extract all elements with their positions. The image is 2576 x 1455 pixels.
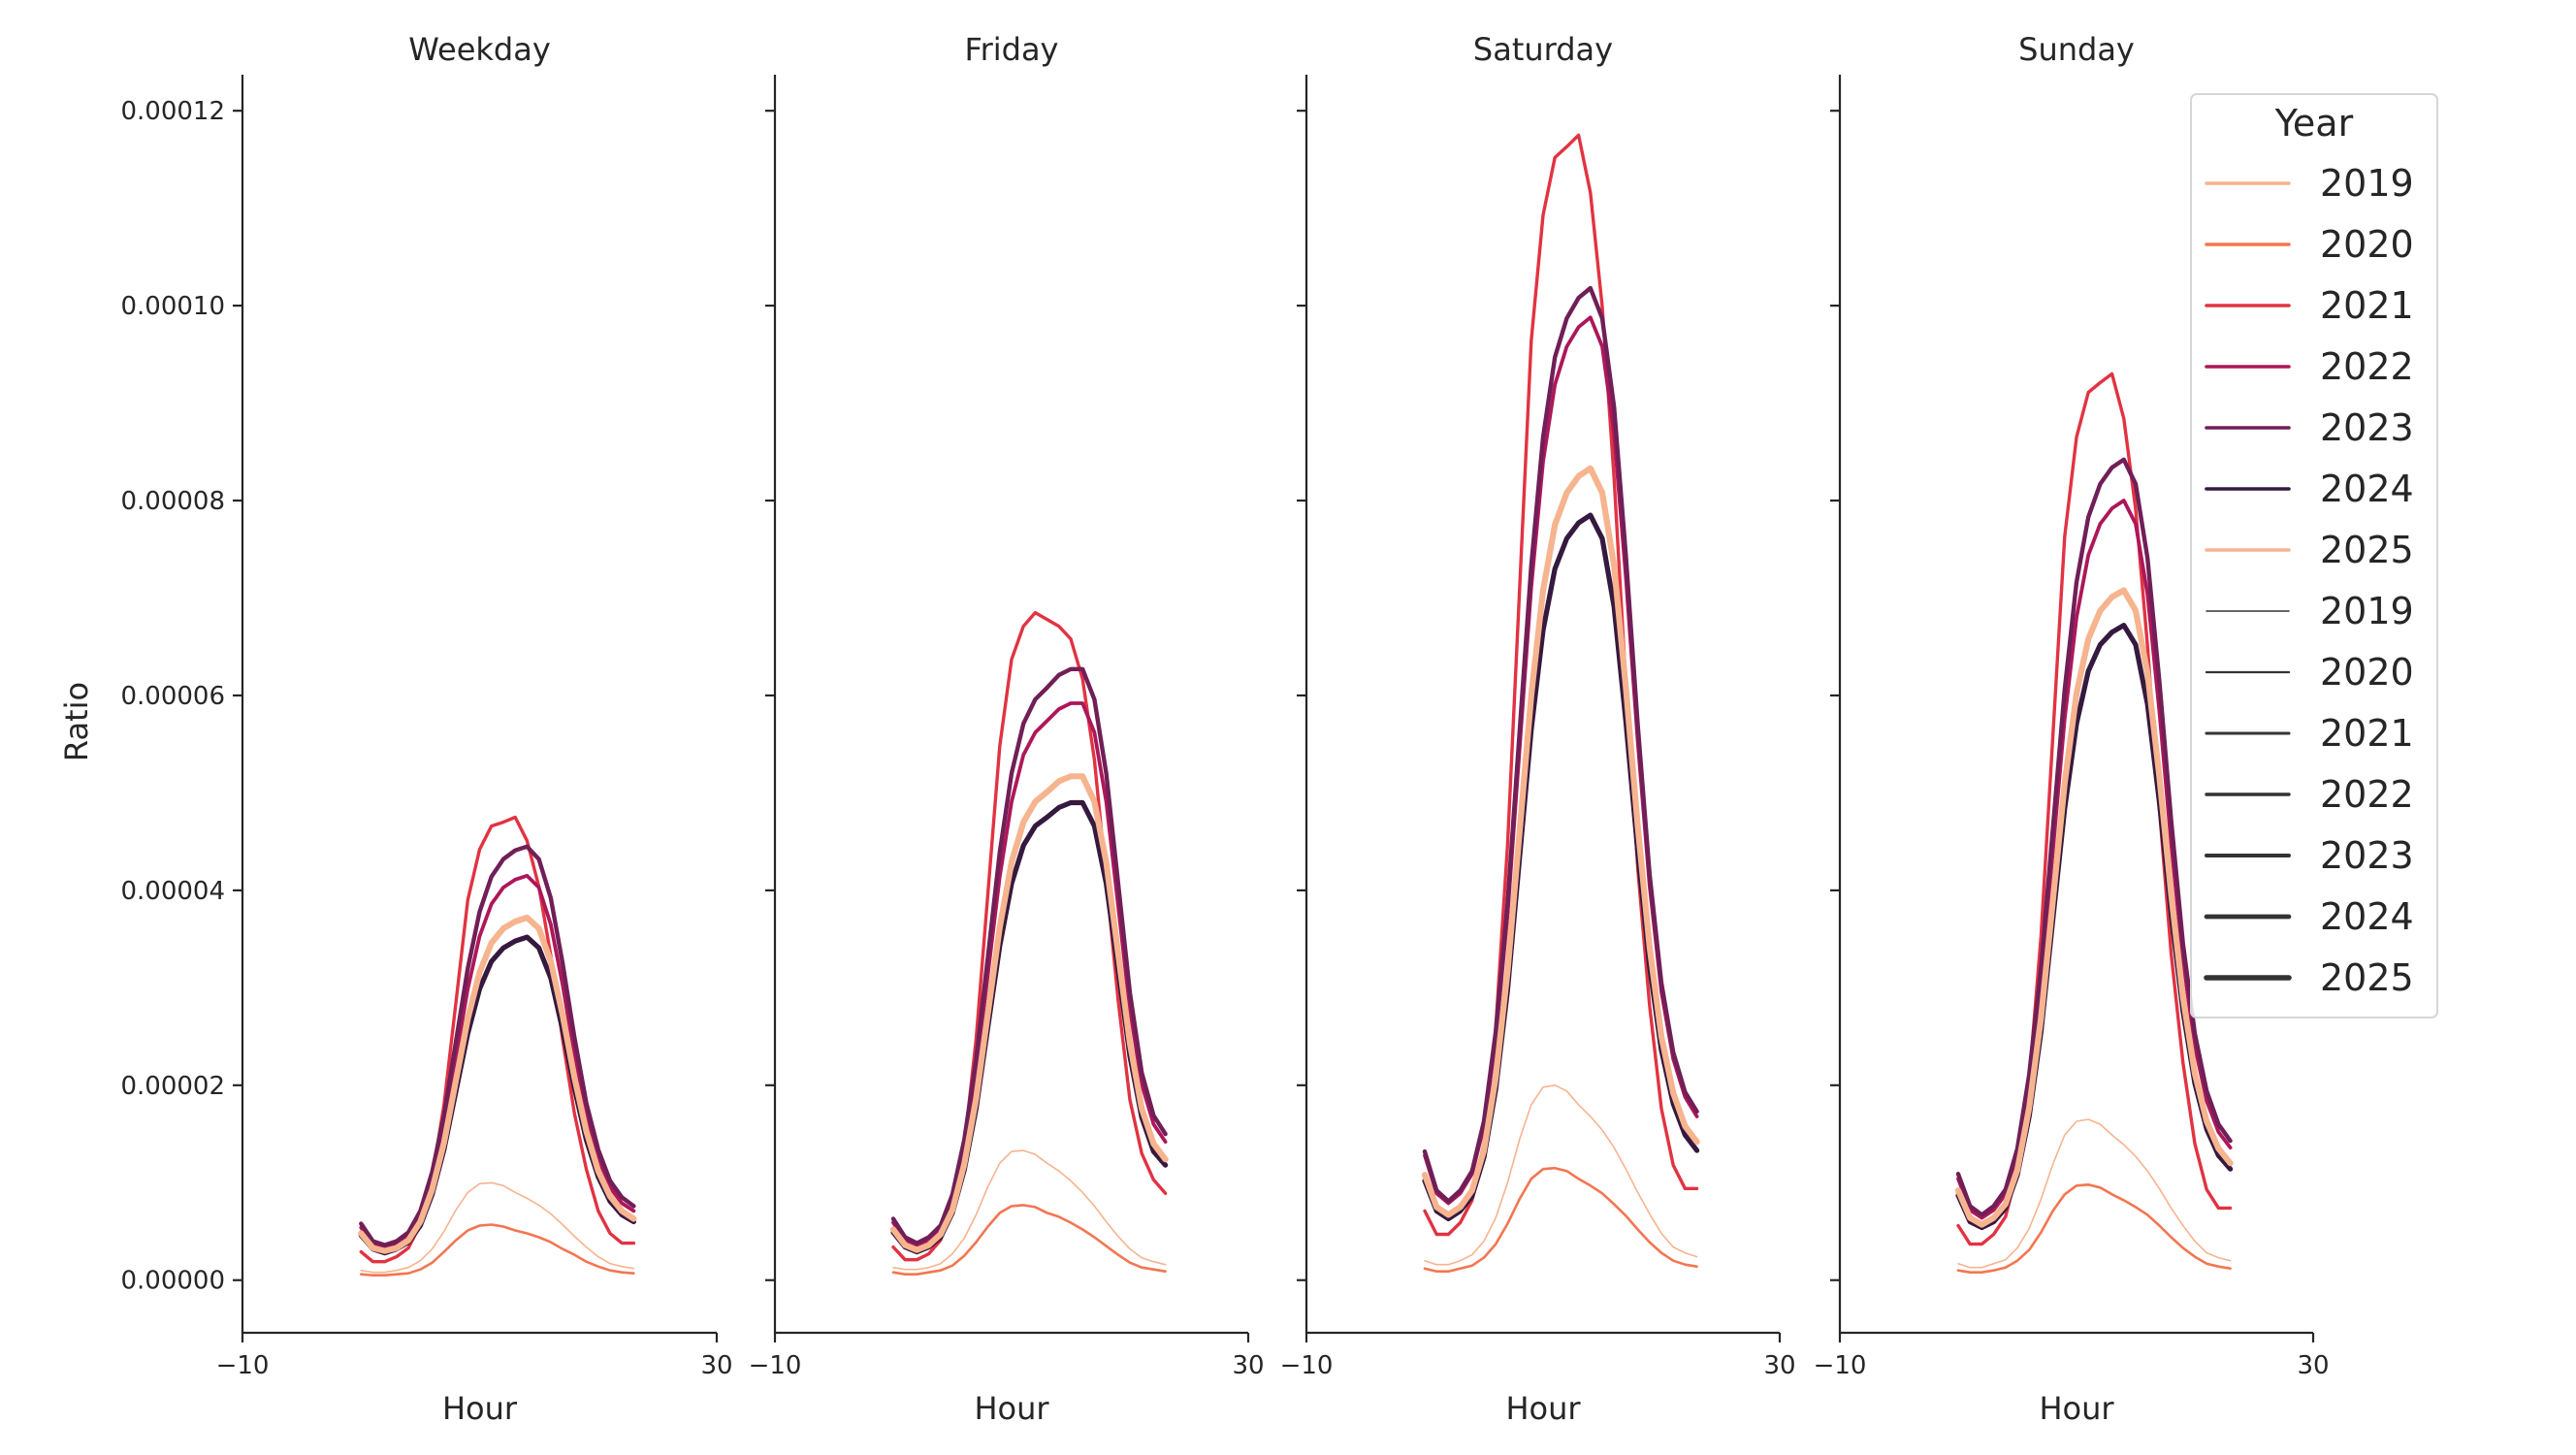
series-line-2020 xyxy=(1956,1183,2232,1274)
series-line-2025 xyxy=(358,914,637,1254)
y-tick-label: 0.00004 xyxy=(120,877,225,906)
x-tick-label: 30 xyxy=(700,1351,732,1380)
series-line-2025 xyxy=(1954,587,2234,1228)
x-axis-label: Hour xyxy=(2039,1390,2114,1427)
x-axis-label: Hour xyxy=(1505,1390,1581,1427)
legend-title: Year xyxy=(2274,102,2354,145)
y-tick-label: 0.00006 xyxy=(120,682,225,711)
x-axis-label: Hour xyxy=(974,1390,1049,1427)
x-tick-label: −10 xyxy=(1280,1351,1334,1380)
series-line-2023 xyxy=(1955,457,2233,1217)
legend-label: 2020 xyxy=(2320,223,2414,266)
panel-friday: Friday −10 30 Hour xyxy=(749,31,1265,1427)
x-tick-label: −10 xyxy=(216,1351,270,1380)
x-tick-label: 30 xyxy=(1232,1351,1264,1380)
legend-label: 2025 xyxy=(2320,956,2414,999)
legend-label: 2020 xyxy=(2320,651,2414,694)
legend-item-size-2023: 2023 xyxy=(2205,834,2414,877)
panel-saturday: Saturday −10 30 Hour xyxy=(1280,31,1796,1427)
legend-label: 2024 xyxy=(2320,895,2414,938)
y-tick-label: 0.00012 xyxy=(120,97,225,126)
series-line-2021 xyxy=(891,610,1168,1262)
series-line-2023 xyxy=(1422,285,1699,1204)
series-line-2024 xyxy=(1422,512,1700,1222)
series-line-2025 xyxy=(889,773,1169,1253)
legend-label: 2019 xyxy=(2320,590,2414,632)
legend-item-color-2023: 2023 xyxy=(2205,406,2414,449)
series-line-2020 xyxy=(891,1204,1167,1276)
series-line-2022 xyxy=(891,701,1168,1247)
legend: Year 2019 2020 2021 2022 2023 2024 2025 2019 2020… xyxy=(2190,93,2438,1018)
legend-item-color-2024: 2024 xyxy=(2205,468,2414,510)
series-line-2019 xyxy=(1957,1118,2232,1269)
panel-sunday: Sunday −10 30 Hour xyxy=(1814,31,2330,1427)
panel-weekday: Weekday 0.00000 0.00002 0.00004 0.00006 0.000… xyxy=(120,31,732,1427)
legend-box xyxy=(2190,93,2438,1018)
x-axis-label: Hour xyxy=(442,1390,518,1427)
legend-item-color-2021: 2021 xyxy=(2205,284,2414,327)
y-axis-label: Ratio xyxy=(58,682,95,761)
y-tick-label: 0.00008 xyxy=(120,487,225,516)
series-line-2020 xyxy=(1423,1166,1698,1273)
y-tick-label: 0.00010 xyxy=(120,292,225,321)
legend-item-color-2020: 2020 xyxy=(2205,223,2414,266)
legend-label: 2023 xyxy=(2320,406,2414,449)
legend-label: 2022 xyxy=(2320,773,2414,816)
legend-label: 2022 xyxy=(2320,345,2414,388)
series-line-2023 xyxy=(890,666,1168,1245)
legend-item-size-2024: 2024 xyxy=(2204,895,2414,938)
panel-title: Friday xyxy=(965,31,1059,68)
legend-item-size-2021: 2021 xyxy=(2205,712,2414,755)
legend-label: 2019 xyxy=(2320,162,2414,205)
series-line-2021 xyxy=(1423,133,1699,1237)
panel-title: Saturday xyxy=(1473,31,1613,68)
y-tick-label: 0.00000 xyxy=(120,1267,225,1296)
series-line-2021 xyxy=(1956,372,2233,1246)
legend-label: 2021 xyxy=(2320,284,2414,327)
legend-label: 2023 xyxy=(2320,834,2414,877)
series-line-2024 xyxy=(1955,623,2234,1231)
series-line-2023 xyxy=(359,844,636,1247)
legend-item-size-2019: 2019 xyxy=(2206,590,2414,632)
legend-item-size-2022: 2022 xyxy=(2205,773,2414,816)
series-line-2024 xyxy=(890,799,1169,1255)
legend-label: 2025 xyxy=(2320,529,2414,571)
series-line-2019 xyxy=(892,1149,1167,1271)
x-tick-label: −10 xyxy=(749,1351,802,1380)
series-line-2019 xyxy=(360,1181,635,1274)
x-tick-label: 30 xyxy=(1763,1351,1795,1380)
x-tick-label: 30 xyxy=(2297,1351,2329,1380)
legend-item-size-2025: 2025 xyxy=(2204,956,2414,999)
series-line-2021 xyxy=(359,815,636,1264)
legend-item-color-2019: 2019 xyxy=(2205,162,2414,205)
series-line-2025 xyxy=(1421,465,1700,1218)
panel-title: Sunday xyxy=(2018,31,2135,68)
legend-label: 2021 xyxy=(2320,712,2414,755)
series-line-2020 xyxy=(360,1223,635,1277)
legend-label: 2024 xyxy=(2320,468,2414,510)
legend-item-size-2020: 2020 xyxy=(2205,651,2414,694)
x-tick-label: −10 xyxy=(1814,1351,1867,1380)
legend-item-color-2022: 2022 xyxy=(2205,345,2414,388)
series-line-2019 xyxy=(1424,1084,1698,1266)
y-tick-label: 0.00002 xyxy=(120,1072,225,1101)
panel-title: Weekday xyxy=(408,31,551,68)
series-line-2022 xyxy=(359,873,636,1250)
legend-item-color-2025: 2025 xyxy=(2205,529,2414,571)
series-line-2024 xyxy=(358,934,636,1256)
